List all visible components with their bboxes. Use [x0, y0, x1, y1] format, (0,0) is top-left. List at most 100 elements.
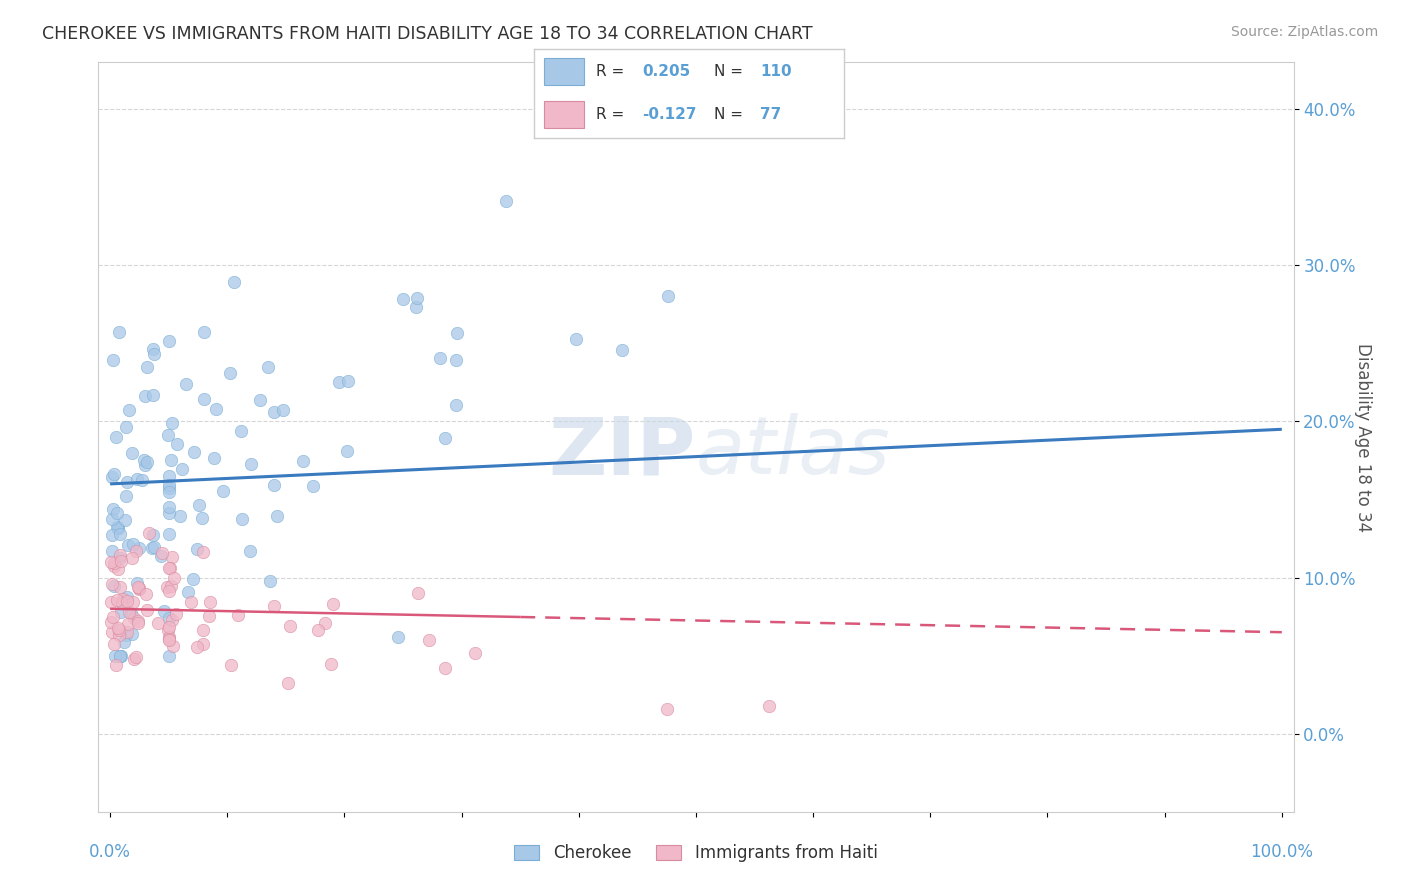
Point: [292, 454, 315, 468]
Point: [107, 561, 129, 575]
Point: [169, 509, 191, 524]
Point: [114, 419, 136, 434]
Point: [138, 525, 160, 540]
Point: [156, 580, 179, 594]
Text: N =: N =: [714, 107, 748, 121]
Point: [143, 541, 166, 555]
Point: [277, 676, 299, 690]
Point: [117, 616, 139, 631]
Point: [257, 360, 280, 375]
Point: [266, 509, 288, 524]
Point: [115, 475, 138, 490]
Point: [132, 453, 155, 467]
Point: [105, 506, 128, 520]
Point: [157, 334, 180, 348]
Point: [160, 453, 183, 467]
Point: [174, 376, 197, 391]
Point: [104, 648, 127, 663]
Point: [392, 292, 415, 306]
Point: [115, 594, 138, 608]
Point: [405, 300, 427, 314]
Point: [231, 511, 253, 525]
Point: [211, 484, 233, 499]
Point: [112, 634, 135, 648]
Point: [157, 623, 180, 637]
Point: [108, 648, 131, 663]
Point: [307, 624, 329, 638]
Text: 110: 110: [761, 64, 792, 78]
Point: [322, 597, 344, 611]
Point: [280, 619, 302, 633]
Point: [198, 595, 221, 609]
Point: [163, 571, 186, 585]
Bar: [544, 101, 583, 128]
Point: [101, 610, 124, 624]
Point: [107, 623, 129, 637]
Point: [103, 558, 125, 573]
Point: [204, 401, 226, 416]
Text: -0.127: -0.127: [643, 107, 697, 121]
Point: [125, 576, 148, 591]
Point: [165, 607, 187, 622]
Point: [128, 582, 150, 596]
Point: [238, 544, 260, 558]
Legend: Cherokee, Immigrants from Haiti: Cherokee, Immigrants from Haiti: [506, 836, 886, 871]
Point: [107, 521, 129, 535]
Point: [121, 446, 143, 460]
Point: [131, 473, 153, 487]
Point: [336, 374, 359, 388]
Point: [103, 579, 125, 593]
Text: N =: N =: [714, 64, 748, 78]
Point: [127, 472, 149, 486]
Point: [657, 289, 679, 303]
Point: [122, 610, 145, 624]
Point: [148, 615, 170, 630]
Point: [114, 513, 136, 527]
Text: 0.0%: 0.0%: [89, 843, 131, 861]
Point: [134, 389, 156, 403]
Point: [157, 648, 180, 663]
Point: [157, 620, 180, 634]
Point: [153, 604, 176, 618]
Point: [176, 584, 198, 599]
Point: [191, 511, 214, 525]
Point: [302, 479, 325, 493]
Point: [104, 657, 127, 672]
Point: [183, 445, 205, 459]
Point: [118, 605, 141, 619]
Point: [150, 549, 173, 563]
Point: [197, 609, 219, 624]
Point: [405, 291, 427, 305]
Point: [115, 624, 138, 639]
Point: [127, 580, 149, 594]
Point: [434, 431, 457, 445]
Point: [314, 616, 336, 631]
Point: [187, 498, 209, 512]
Point: [100, 594, 122, 608]
Point: [101, 512, 124, 526]
Point: [191, 623, 214, 637]
Point: [157, 469, 180, 483]
Point: [193, 325, 215, 339]
Point: [101, 470, 124, 484]
Point: [657, 702, 679, 716]
Point: [108, 628, 131, 642]
Point: [101, 352, 124, 367]
Point: [263, 405, 285, 419]
Point: [406, 586, 429, 600]
Point: [157, 526, 180, 541]
Point: [111, 596, 134, 610]
Point: [110, 554, 132, 568]
Text: atlas: atlas: [696, 413, 891, 491]
Point: [110, 648, 132, 663]
Point: [160, 416, 183, 430]
Point: [107, 521, 129, 535]
Text: CHEROKEE VS IMMIGRANTS FROM HAITI DISABILITY AGE 18 TO 34 CORRELATION CHART: CHEROKEE VS IMMIGRANTS FROM HAITI DISABI…: [42, 25, 813, 43]
Point: [160, 550, 183, 565]
Point: [103, 467, 125, 481]
Point: [117, 403, 139, 417]
Text: 0.205: 0.205: [643, 64, 690, 78]
Point: [160, 579, 183, 593]
Point: [135, 602, 157, 616]
Point: [229, 424, 252, 438]
